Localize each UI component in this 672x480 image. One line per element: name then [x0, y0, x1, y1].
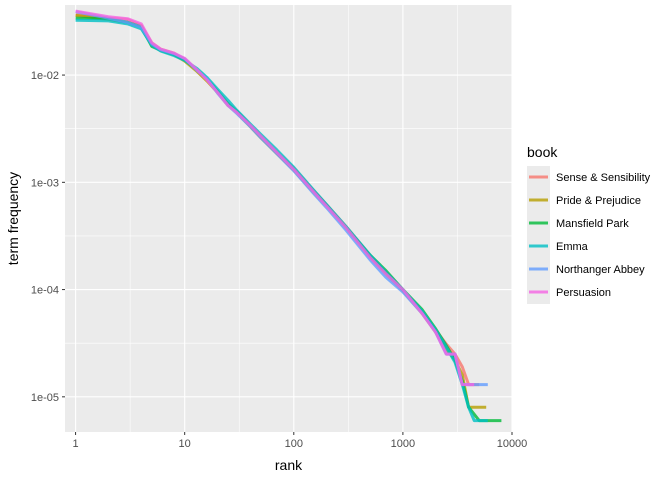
y-axis-title: term frequency: [5, 172, 21, 265]
legend-label-emma: Emma: [556, 241, 589, 253]
x-tick-label: 100: [285, 438, 303, 450]
x-axis: 1 10 100 1000 10000: [73, 432, 528, 450]
series-lines: [75, 9, 502, 423]
legend-label-northanger-abbey: Northanger Abbey: [556, 264, 645, 276]
plot-panel: [65, 5, 512, 432]
y-axis: 1e-05 1e-04 1e-03 1e-02: [31, 70, 65, 404]
x-tick-label: 10: [179, 438, 191, 450]
x-tick-label: 1: [73, 438, 79, 450]
legend: book Sense & Sensibility Pride & Prejudic…: [527, 144, 651, 304]
y-tick-label: 1e-04: [31, 285, 59, 297]
legend-label-sense-sensibility: Sense & Sensibility: [556, 172, 651, 184]
legend-label-pride-prejudice: Pride & Prejudice: [556, 195, 641, 207]
grid-lines: [65, 5, 513, 432]
x-axis-title: rank: [275, 457, 303, 473]
x-tick-label: 10000: [497, 438, 528, 450]
x-tick-label: 1000: [391, 438, 415, 450]
legend-label-persuasion: Persuasion: [556, 287, 611, 299]
series-line-persuasion: [75, 9, 475, 387]
legend-title: book: [527, 144, 558, 160]
y-tick-label: 1e-05: [31, 392, 59, 404]
y-tick-label: 1e-03: [31, 177, 59, 189]
legend-label-mansfield-park: Mansfield Park: [556, 218, 629, 230]
y-tick-label: 1e-02: [31, 70, 59, 82]
